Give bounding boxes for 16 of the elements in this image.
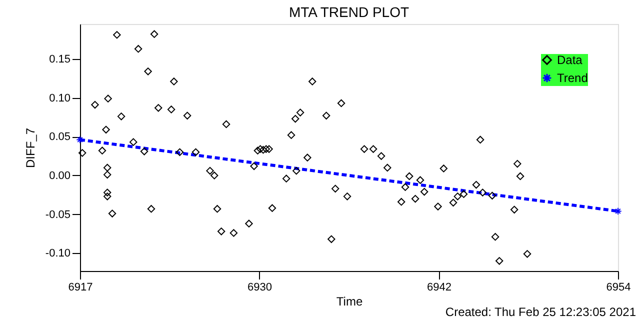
y-tick-label: 0.10 [49,92,70,104]
y-tick-label: 0.15 [49,53,70,66]
y-tick-label: -0.05 [45,208,70,221]
x-axis-title: Time [336,294,363,308]
x-tick-label: 6942 [426,282,452,294]
y-tick-label: -0.10 [45,248,70,260]
legend-label: Data [557,53,583,67]
x-tick-label: 6930 [248,282,272,294]
x-tick-label: 6917 [68,282,93,294]
y-axis-title: DIFF_7 [23,128,38,168]
text: Created: Thu Feb 25 12:23:05 2021 [445,305,636,319]
y-tick-label: 0.05 [49,131,70,144]
chart-title: MTA TREND PLOT [288,4,410,20]
x-tick-label: 6954 [606,282,631,294]
legend-label: Trend [557,71,588,85]
y-tick-label: 0.00 [49,170,70,182]
